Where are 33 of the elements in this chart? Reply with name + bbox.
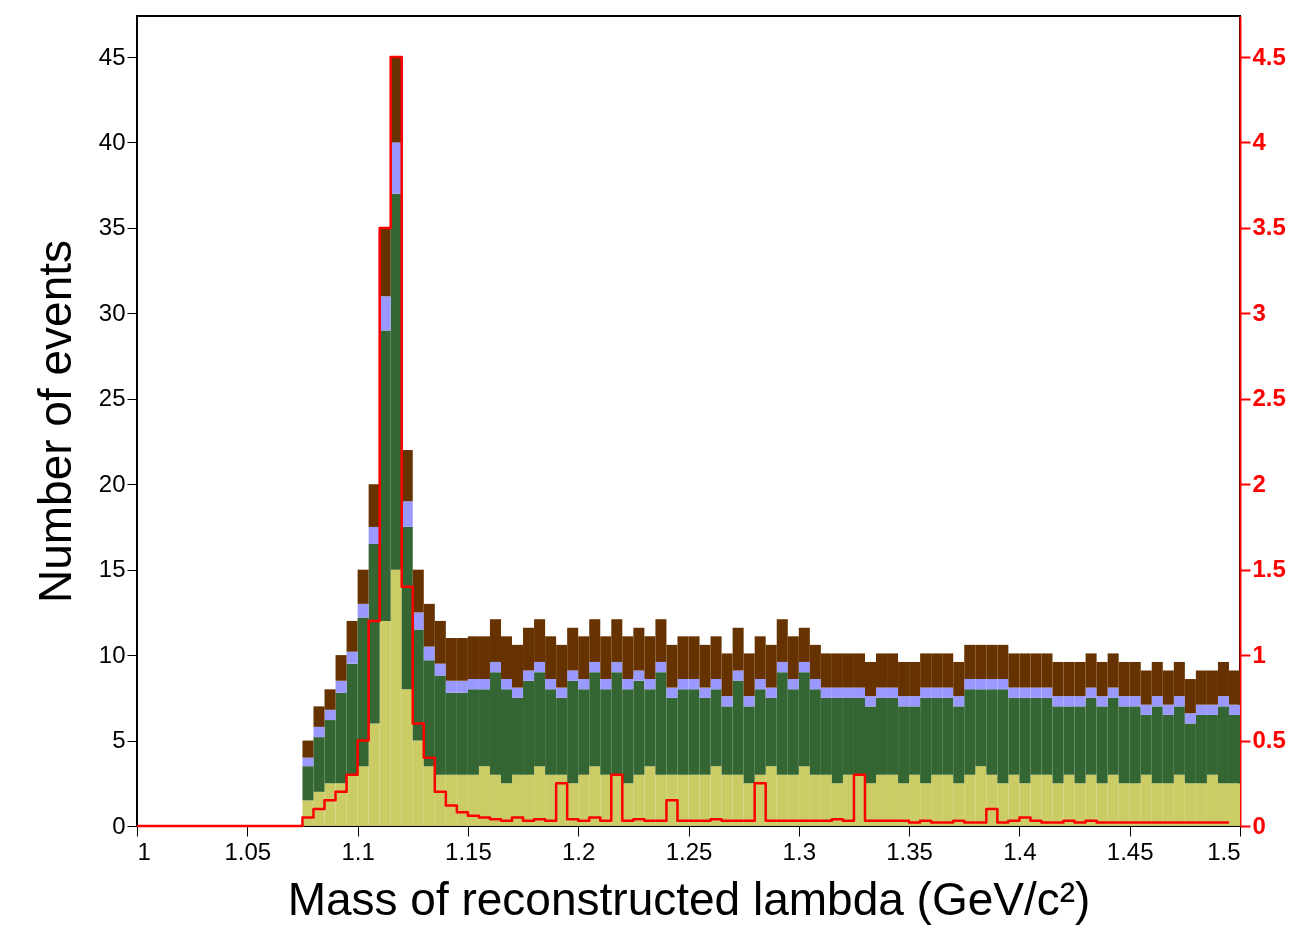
y2-tick-label: 1 <box>1252 640 1266 668</box>
x-tick-label: 1.4 <box>1003 837 1037 865</box>
y-tick-label: 30 <box>98 298 126 326</box>
x-axis-title: Mass of reconstructed lambda (GeV/c²) <box>287 872 1091 925</box>
y2-tick-label: 0.5 <box>1252 726 1286 754</box>
y-tick-label: 35 <box>98 213 126 241</box>
y-tick-label: 40 <box>98 127 126 155</box>
x-tick-label: 1.1 <box>341 837 375 865</box>
y-axis-title: Number of events <box>28 239 81 604</box>
x-tick-label: 1 <box>137 837 151 865</box>
y-tick-label: 25 <box>98 384 126 412</box>
x-tick-label: 1.35 <box>886 837 933 865</box>
y2-tick-label: 2 <box>1252 469 1266 497</box>
x-tick-label: 1.3 <box>782 837 816 865</box>
x-tick-label: 1.05 <box>224 837 272 865</box>
y-tick-label: 5 <box>112 726 126 754</box>
y2-tick-label: 1.5 <box>1252 555 1286 583</box>
y-tick-label: 10 <box>98 640 126 668</box>
y2-tick-label: 2.5 <box>1252 384 1286 412</box>
x-tick-label: 1.45 <box>1106 837 1154 865</box>
y-tick-label: 15 <box>98 555 126 583</box>
y-tick-label: 20 <box>98 469 126 497</box>
y2-tick-label: 0 <box>1252 811 1266 839</box>
x-tick-label: 1.5 <box>1207 837 1241 865</box>
y-tick-label: 45 <box>98 42 126 70</box>
x-tick-label: 1.25 <box>665 837 713 865</box>
y-tick-label: 0 <box>112 811 126 839</box>
y2-tick-label: 3.5 <box>1252 213 1286 241</box>
x-tick-label: 1.2 <box>562 837 596 865</box>
y2-tick-label: 4 <box>1252 127 1267 155</box>
y2-tick-label: 4.5 <box>1252 42 1286 70</box>
x-tick-label: 1.15 <box>445 837 492 865</box>
y2-tick-label: 3 <box>1252 298 1266 326</box>
